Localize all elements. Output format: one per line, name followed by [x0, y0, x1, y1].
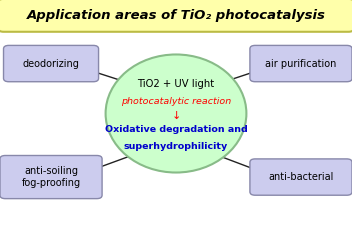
FancyBboxPatch shape: [0, 155, 102, 199]
Ellipse shape: [106, 54, 246, 173]
Text: air purification: air purification: [265, 59, 337, 69]
Text: superhydrophilicity: superhydrophilicity: [124, 142, 228, 151]
FancyBboxPatch shape: [0, 0, 352, 32]
FancyBboxPatch shape: [4, 45, 99, 82]
Text: ↓: ↓: [171, 111, 181, 121]
Text: Oxidative degradation and: Oxidative degradation and: [105, 125, 247, 134]
Text: anti-bacterial: anti-bacterial: [268, 172, 334, 182]
FancyBboxPatch shape: [250, 159, 352, 195]
Text: deodorizing: deodorizing: [23, 59, 80, 69]
Text: photocatalytic reaction: photocatalytic reaction: [121, 96, 231, 106]
Text: TiO2 + UV light: TiO2 + UV light: [137, 79, 215, 89]
FancyBboxPatch shape: [250, 45, 352, 82]
Text: anti-soiling
fog-proofing: anti-soiling fog-proofing: [21, 166, 81, 188]
Text: Application areas of TiO₂ photocatalysis: Application areas of TiO₂ photocatalysis: [26, 9, 326, 22]
